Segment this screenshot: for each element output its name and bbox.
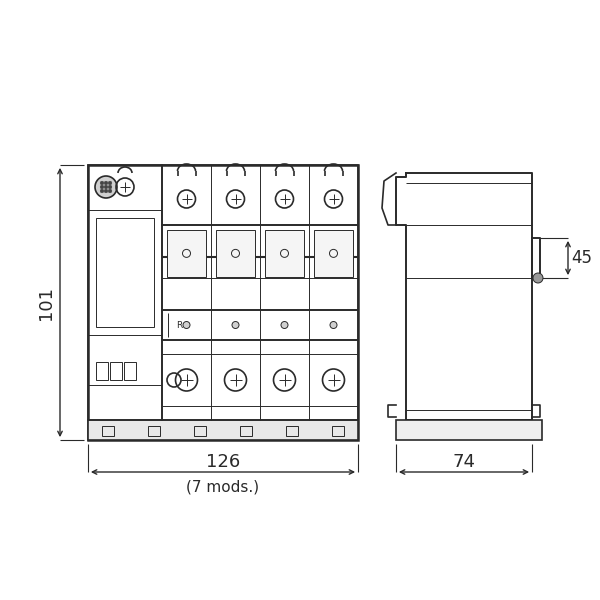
Text: 74: 74 xyxy=(452,453,476,471)
Text: 101: 101 xyxy=(37,286,55,319)
Bar xyxy=(148,426,160,436)
Bar xyxy=(194,426,206,436)
Bar xyxy=(88,165,358,440)
Bar xyxy=(88,165,162,420)
Bar xyxy=(102,426,114,436)
Circle shape xyxy=(104,181,108,185)
Bar xyxy=(286,426,298,436)
Bar xyxy=(162,310,358,340)
Text: 126: 126 xyxy=(206,453,240,471)
Circle shape xyxy=(104,189,108,193)
Circle shape xyxy=(533,273,543,283)
Bar xyxy=(110,362,122,380)
Circle shape xyxy=(100,181,104,185)
Bar xyxy=(265,230,304,277)
Circle shape xyxy=(100,185,104,189)
Bar xyxy=(88,420,358,440)
Text: 45: 45 xyxy=(571,249,593,267)
Circle shape xyxy=(108,185,112,189)
Polygon shape xyxy=(396,173,540,420)
Circle shape xyxy=(281,322,288,329)
Bar xyxy=(96,218,154,327)
Bar xyxy=(332,426,344,436)
Circle shape xyxy=(108,181,112,185)
Text: R: R xyxy=(176,320,182,329)
Bar xyxy=(124,362,136,380)
Circle shape xyxy=(330,322,337,329)
Circle shape xyxy=(183,322,190,329)
Bar xyxy=(240,426,252,436)
Circle shape xyxy=(95,176,117,198)
Circle shape xyxy=(104,185,108,189)
Text: (7 mods.): (7 mods.) xyxy=(187,480,260,495)
Bar xyxy=(96,362,108,380)
Bar xyxy=(162,165,358,225)
Circle shape xyxy=(100,189,104,193)
Bar xyxy=(314,230,353,277)
Bar xyxy=(162,340,358,420)
Bar xyxy=(162,225,358,310)
Circle shape xyxy=(232,322,239,329)
Circle shape xyxy=(108,189,112,193)
Bar xyxy=(167,230,206,277)
Bar xyxy=(396,420,542,440)
Bar xyxy=(216,230,255,277)
